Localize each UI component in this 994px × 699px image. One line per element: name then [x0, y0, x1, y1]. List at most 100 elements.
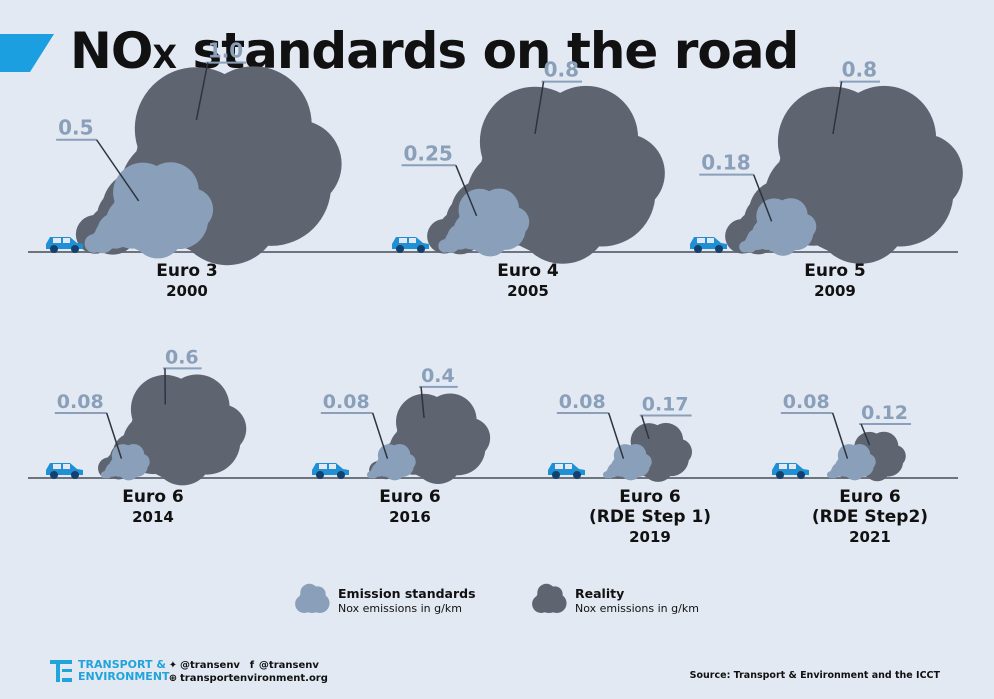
standard-name: Euro 3	[156, 261, 218, 281]
reality-cloud-puff	[253, 120, 342, 208]
standard-cloud-puff	[767, 225, 799, 256]
standard-year: 2009	[814, 282, 856, 300]
te-logo-icon	[50, 660, 72, 682]
standard-cloud-puff	[133, 453, 150, 470]
reality-cloud-puff	[883, 445, 906, 468]
standard-leader	[455, 165, 478, 217]
car-icon-window	[63, 238, 70, 243]
car-icon-window	[555, 464, 563, 469]
reality-leader	[860, 423, 871, 446]
title-block: NOX standards on the road	[0, 22, 994, 92]
source-note: Source: Transport & Environment and the …	[689, 670, 940, 681]
standard-cloud-puff	[385, 461, 405, 481]
standard-name: Euro 5	[804, 261, 866, 281]
org-name-line2: ENVIRONMENT	[78, 670, 170, 683]
standard-cloud-puff	[119, 461, 139, 481]
car-icon-window	[697, 238, 705, 243]
standard-cloud-puff	[635, 453, 652, 470]
car-icon-wheel	[417, 245, 425, 253]
car-icon-wheel	[552, 471, 560, 479]
legend-standards-label: Emission standards	[338, 586, 476, 601]
legend-reality-unit: Nox emissions in g/km	[575, 602, 699, 615]
car-icon-window	[565, 464, 572, 469]
reality-cloud-puff	[197, 404, 247, 454]
title-x-subscript: X	[152, 38, 177, 76]
car-icon	[46, 237, 83, 253]
car-icon-window	[789, 464, 796, 469]
car-icon-wheel	[50, 471, 58, 479]
website-link[interactable]: transportenvironment.org	[180, 673, 328, 684]
reality-cloud-puff	[152, 426, 212, 486]
standard-name: Euro 6	[122, 487, 184, 507]
car-icon	[548, 463, 585, 479]
title-rest: standards on the road	[176, 22, 799, 80]
legend-standards-unit: Nox emissions in g/km	[338, 602, 462, 615]
car-icon-wheel	[71, 245, 79, 253]
car-icon-window	[399, 238, 407, 243]
reality-value-label: 0.17	[642, 393, 689, 415]
standard-leader	[752, 174, 773, 222]
legend-reality-icon-puff	[547, 586, 563, 602]
facebook-icon: f	[249, 660, 255, 671]
reality-leader	[420, 386, 425, 418]
reality-cloud-puff	[515, 169, 610, 264]
standard-cloud-trail	[370, 466, 382, 477]
standard-leader	[607, 412, 625, 459]
car-icon	[392, 237, 429, 253]
reality-value-label: 1.0	[208, 39, 243, 63]
te-logo: TRANSPORT & ENVIRONMENT	[50, 659, 170, 683]
standard-cloud-puff	[132, 207, 184, 259]
standard-value-label: 0.18	[701, 151, 750, 175]
legend-reality-icon	[532, 583, 567, 614]
reality-value-label: 0.6	[165, 346, 199, 368]
twitter-icon: ✦	[168, 660, 178, 671]
reality-leader	[534, 81, 545, 135]
car-icon-wheel	[50, 245, 58, 253]
standard-cloud-trail	[606, 466, 618, 477]
reality-cloud-puff	[884, 133, 963, 213]
standard-year: 2005	[507, 282, 549, 300]
reality-leader	[832, 81, 843, 135]
facebook-handle[interactable]: @transenv	[258, 660, 319, 671]
car-icon-window	[707, 238, 714, 243]
reality-value-label: 0.4	[421, 365, 455, 387]
twitter-handle[interactable]: @transenv	[180, 660, 240, 671]
title-accent-slant	[30, 34, 54, 72]
reality-cloud-puff	[450, 417, 491, 458]
standard-value-label: 0.08	[57, 391, 104, 413]
car-icon-wheel	[715, 245, 723, 253]
reality-value-label: 0.8	[842, 58, 877, 82]
standard-cloud-puff	[621, 461, 641, 481]
standard-cloud-trail	[745, 233, 763, 251]
standard-leader	[831, 412, 849, 459]
title-no: NO	[70, 22, 153, 80]
car-icon-wheel	[316, 471, 324, 479]
standard-year: 2016	[389, 508, 431, 526]
reality-cloud-puff	[414, 435, 463, 485]
standard-cloud-puff	[845, 461, 865, 481]
standard-cloud-trail	[104, 466, 116, 477]
standard-value-label: 0.5	[58, 116, 93, 140]
car-icon	[46, 463, 83, 479]
car-icon-window	[53, 464, 61, 469]
legend-standards-icon	[295, 583, 330, 614]
globe-icon: ⊕	[168, 673, 178, 684]
standard-leader	[371, 412, 389, 459]
standard-cloud	[603, 443, 652, 481]
car-icon	[772, 463, 809, 479]
car-icon-wheel	[694, 245, 702, 253]
standard-year: 2021	[849, 528, 891, 546]
standard-leader	[95, 139, 140, 202]
car-icon-window	[319, 464, 327, 469]
car-icon	[312, 463, 349, 479]
standard-value-label: 0.25	[404, 141, 453, 165]
reality-cloud-puff	[665, 438, 693, 465]
standard-name: Euro 6	[619, 487, 681, 507]
standard-cloud-puff	[399, 453, 416, 470]
reality-cloud-puff	[813, 169, 908, 264]
standard-cloud-puff	[790, 213, 817, 240]
standard-leader	[105, 412, 123, 459]
standard-value-label: 0.08	[783, 391, 830, 413]
